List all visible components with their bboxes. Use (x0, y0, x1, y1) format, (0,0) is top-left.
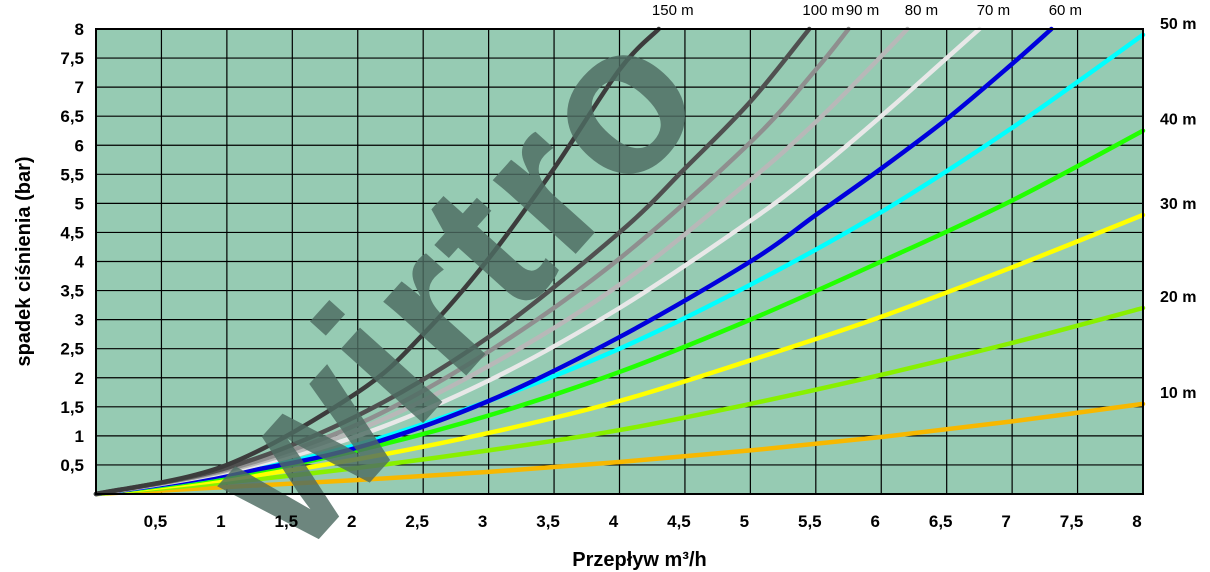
x-tick-label: 3,5 (536, 512, 560, 531)
x-tick-label: 2,5 (405, 512, 429, 531)
y-tick-labels: 0,5 1 1,5 2 2,5 3 3,5 4 4,5 5 5,5 6 6,5 7 7,5 8 (60, 20, 84, 475)
series-label-40m: 40 m (1160, 112, 1196, 129)
series-label-60m: 60 m (1049, 2, 1082, 19)
x-tick-label: 8 (1132, 512, 1141, 531)
y-tick-label: 5 (75, 194, 84, 213)
y-tick-label: 1,5 (60, 398, 84, 417)
y-tick-label: 2,5 (60, 340, 84, 359)
series-label-10m: 10 m (1160, 385, 1196, 402)
y-tick-label: 1 (75, 427, 84, 446)
series-line-100m (93, 26, 812, 497)
y-tick-label: 3,5 (60, 282, 84, 301)
y-tick-label: 8 (75, 20, 84, 39)
series-line-30m (93, 212, 1146, 497)
y-tick-label: 4,5 (60, 223, 84, 242)
series-line-150m (93, 26, 662, 497)
x-tick-label: 3 (478, 512, 487, 531)
y-tick-label: 5,5 (60, 165, 84, 184)
y-tick-label: 7 (75, 78, 84, 97)
y-tick-label: 4 (75, 253, 85, 272)
x-tick-label: 4,5 (667, 512, 691, 531)
series-label-150m: 150 m (652, 2, 694, 19)
series-label-20m: 20 m (1160, 289, 1196, 306)
series-label-50m: 50 m (1160, 16, 1196, 33)
y-axis-title: spadek ciśnienia (bar) (13, 156, 35, 366)
y-tick-label: 0,5 (60, 456, 84, 475)
y-tick-label: 7,5 (60, 49, 84, 68)
series-line-70m (93, 26, 982, 497)
y-tick-label: 6,5 (60, 107, 84, 126)
series-line-10m (93, 401, 1146, 497)
series-line-60m (93, 26, 1054, 497)
x-tick-label: 7 (1001, 512, 1010, 531)
y-tick-label: 6 (75, 136, 84, 155)
series-label-90m: 90 m (846, 2, 879, 19)
series-label-30m: 30 m (1160, 196, 1196, 213)
x-tick-label: 6,5 (929, 512, 953, 531)
y-tick-label: 3 (75, 311, 84, 330)
series-label-80m: 80 m (905, 2, 938, 19)
plot-frame (95, 28, 1144, 495)
x-tick-label: 0,5 (144, 512, 168, 531)
curves (93, 26, 1146, 497)
x-tick-label: 5,5 (798, 512, 822, 531)
x-axis-title: Przepływ m³/h (572, 549, 706, 571)
x-tick-labels: 0,5 1 1,5 2 2,5 3 3,5 4 4,5 5 5,5 6 6,5 7 7,5 8 (144, 512, 1142, 531)
x-tick-label: 2 (347, 512, 356, 531)
series-labels: 10 m 20 m 30 m 40 m 50 m 60 m 70 m 80 m 90 m100 … (652, 2, 1197, 402)
x-tick-label: 1,5 (274, 512, 298, 531)
x-tick-label: 7,5 (1060, 512, 1084, 531)
x-tick-label: 4 (609, 512, 619, 531)
series-label-100m: 100 m (802, 2, 844, 19)
series-label-70m: 70 m (977, 2, 1010, 19)
series-line-20m (93, 305, 1146, 497)
x-tick-label: 5 (740, 512, 749, 531)
y-tick-label: 2 (75, 369, 84, 388)
x-tick-label: 6 (871, 512, 880, 531)
x-tick-label: 1 (216, 512, 225, 531)
